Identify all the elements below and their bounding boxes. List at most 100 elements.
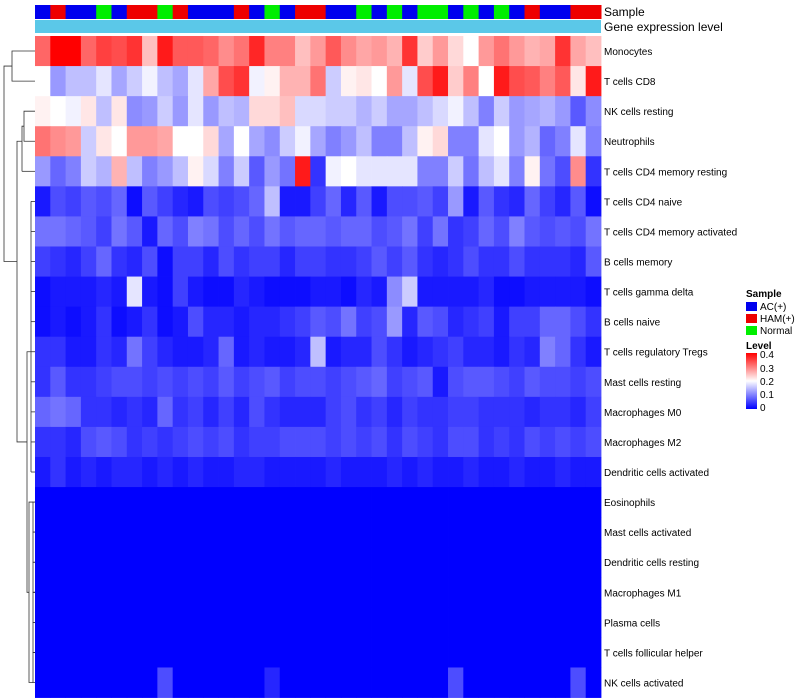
heatmap-cell xyxy=(295,216,311,247)
heatmap-cell xyxy=(371,96,388,127)
sample-group-cell xyxy=(35,5,51,19)
heatmap-cell xyxy=(325,547,342,578)
heatmap-cell xyxy=(386,216,403,247)
heatmap-cell xyxy=(65,186,82,217)
heatmap-cell xyxy=(340,186,357,217)
heatmap-cell xyxy=(35,517,51,548)
heatmap-cell xyxy=(386,126,403,157)
heatmap-cell xyxy=(187,66,204,97)
heatmap-cell xyxy=(279,246,296,277)
heatmap-cell xyxy=(463,66,480,97)
heatmap-cell xyxy=(218,667,235,698)
sample-group-cell xyxy=(96,5,112,19)
heatmap-cell xyxy=(555,517,571,548)
sample-group-cell xyxy=(279,5,296,19)
heatmap-cell xyxy=(233,246,250,277)
heatmap-cell xyxy=(35,276,51,308)
heatmap-cell xyxy=(96,456,112,488)
sample-group-cell xyxy=(356,5,373,19)
heatmap-cell xyxy=(96,66,112,97)
legend-label-normal: Normal xyxy=(760,326,792,337)
heatmap-cell xyxy=(402,426,418,458)
heatmap-cell xyxy=(524,637,541,668)
heatmap-cell xyxy=(65,366,82,398)
heatmap-cell xyxy=(218,186,235,217)
heatmap-cell xyxy=(585,577,602,608)
heatmap-cell xyxy=(203,246,219,277)
heatmap-cell xyxy=(126,607,143,638)
heatmap-cell xyxy=(203,517,219,548)
heatmap-cell xyxy=(172,216,189,247)
heatmap-cell xyxy=(310,306,327,338)
heatmap-cell xyxy=(142,336,158,368)
row-label: T cells CD4 memory resting xyxy=(604,167,727,178)
heatmap-cell xyxy=(111,246,128,277)
heatmap-cell xyxy=(50,306,66,338)
row-label: Plasma cells xyxy=(604,618,660,629)
heatmap-cell xyxy=(585,336,602,368)
heatmap-cell xyxy=(80,36,97,67)
heatmap-cell xyxy=(386,396,403,428)
heatmap-cell xyxy=(340,637,357,668)
heatmap-cell xyxy=(340,456,357,488)
sample-group-cell xyxy=(509,5,526,19)
heatmap-cell xyxy=(356,396,372,428)
heatmap-cell xyxy=(570,96,587,127)
heatmap-cell xyxy=(187,426,204,458)
heatmap-cell xyxy=(555,396,571,428)
heatmap-cell xyxy=(555,36,571,67)
heatmap-cell xyxy=(142,216,158,247)
heatmap-cell xyxy=(96,426,112,458)
heatmap-cell xyxy=(249,637,265,668)
heatmap-cell xyxy=(585,426,602,458)
heatmap-cell xyxy=(157,456,174,488)
heatmap-cell xyxy=(570,276,587,308)
heatmap-cell xyxy=(325,126,342,157)
heatmap-cell xyxy=(35,246,51,277)
heatmap-cell xyxy=(417,216,434,247)
heatmap-cell xyxy=(279,456,296,488)
heatmap-cell xyxy=(509,336,525,368)
heatmap-cell xyxy=(279,276,296,308)
heatmap-cell xyxy=(233,607,250,638)
heatmap-cell xyxy=(172,126,189,157)
row-label: Eosinophils xyxy=(604,498,655,509)
heatmap-cell xyxy=(555,456,571,488)
heatmap-cell xyxy=(448,216,464,247)
heatmap-cell xyxy=(570,36,587,67)
heatmap-cell xyxy=(35,336,51,368)
heatmap-cell xyxy=(585,96,602,127)
heatmap-cell xyxy=(463,637,480,668)
heatmap-cell xyxy=(203,156,219,187)
heatmap-cell xyxy=(111,126,128,157)
heatmap-cell xyxy=(249,36,265,67)
heatmap-cell xyxy=(279,607,296,638)
heatmap-cell xyxy=(463,366,480,398)
heatmap-cell xyxy=(417,246,434,277)
heatmap-cell xyxy=(356,126,372,157)
heatmap-cell xyxy=(325,276,342,308)
heatmap-cell xyxy=(493,487,510,518)
heatmap-cell xyxy=(555,426,571,458)
heatmap-cell xyxy=(111,36,128,67)
heatmap-cell xyxy=(295,607,311,638)
heatmap-cell xyxy=(295,336,311,368)
heatmap-cell xyxy=(555,336,571,368)
heatmap-cell xyxy=(524,336,541,368)
heatmap-cell xyxy=(310,36,327,67)
sample-group-cell xyxy=(417,5,434,19)
heatmap-cell xyxy=(570,547,587,578)
heatmap-cell xyxy=(325,396,342,428)
heatmap-cell xyxy=(493,156,510,187)
heatmap-cell xyxy=(111,517,128,548)
heatmap-cell xyxy=(187,366,204,398)
heatmap-cell xyxy=(325,487,342,518)
heatmap-cell xyxy=(325,96,342,127)
heatmap-cell xyxy=(264,216,281,247)
heatmap-cell xyxy=(555,487,571,518)
heatmap-cell xyxy=(96,547,112,578)
heatmap-cell xyxy=(570,637,587,668)
heatmap-cell xyxy=(80,66,97,97)
heatmap-cell xyxy=(555,637,571,668)
